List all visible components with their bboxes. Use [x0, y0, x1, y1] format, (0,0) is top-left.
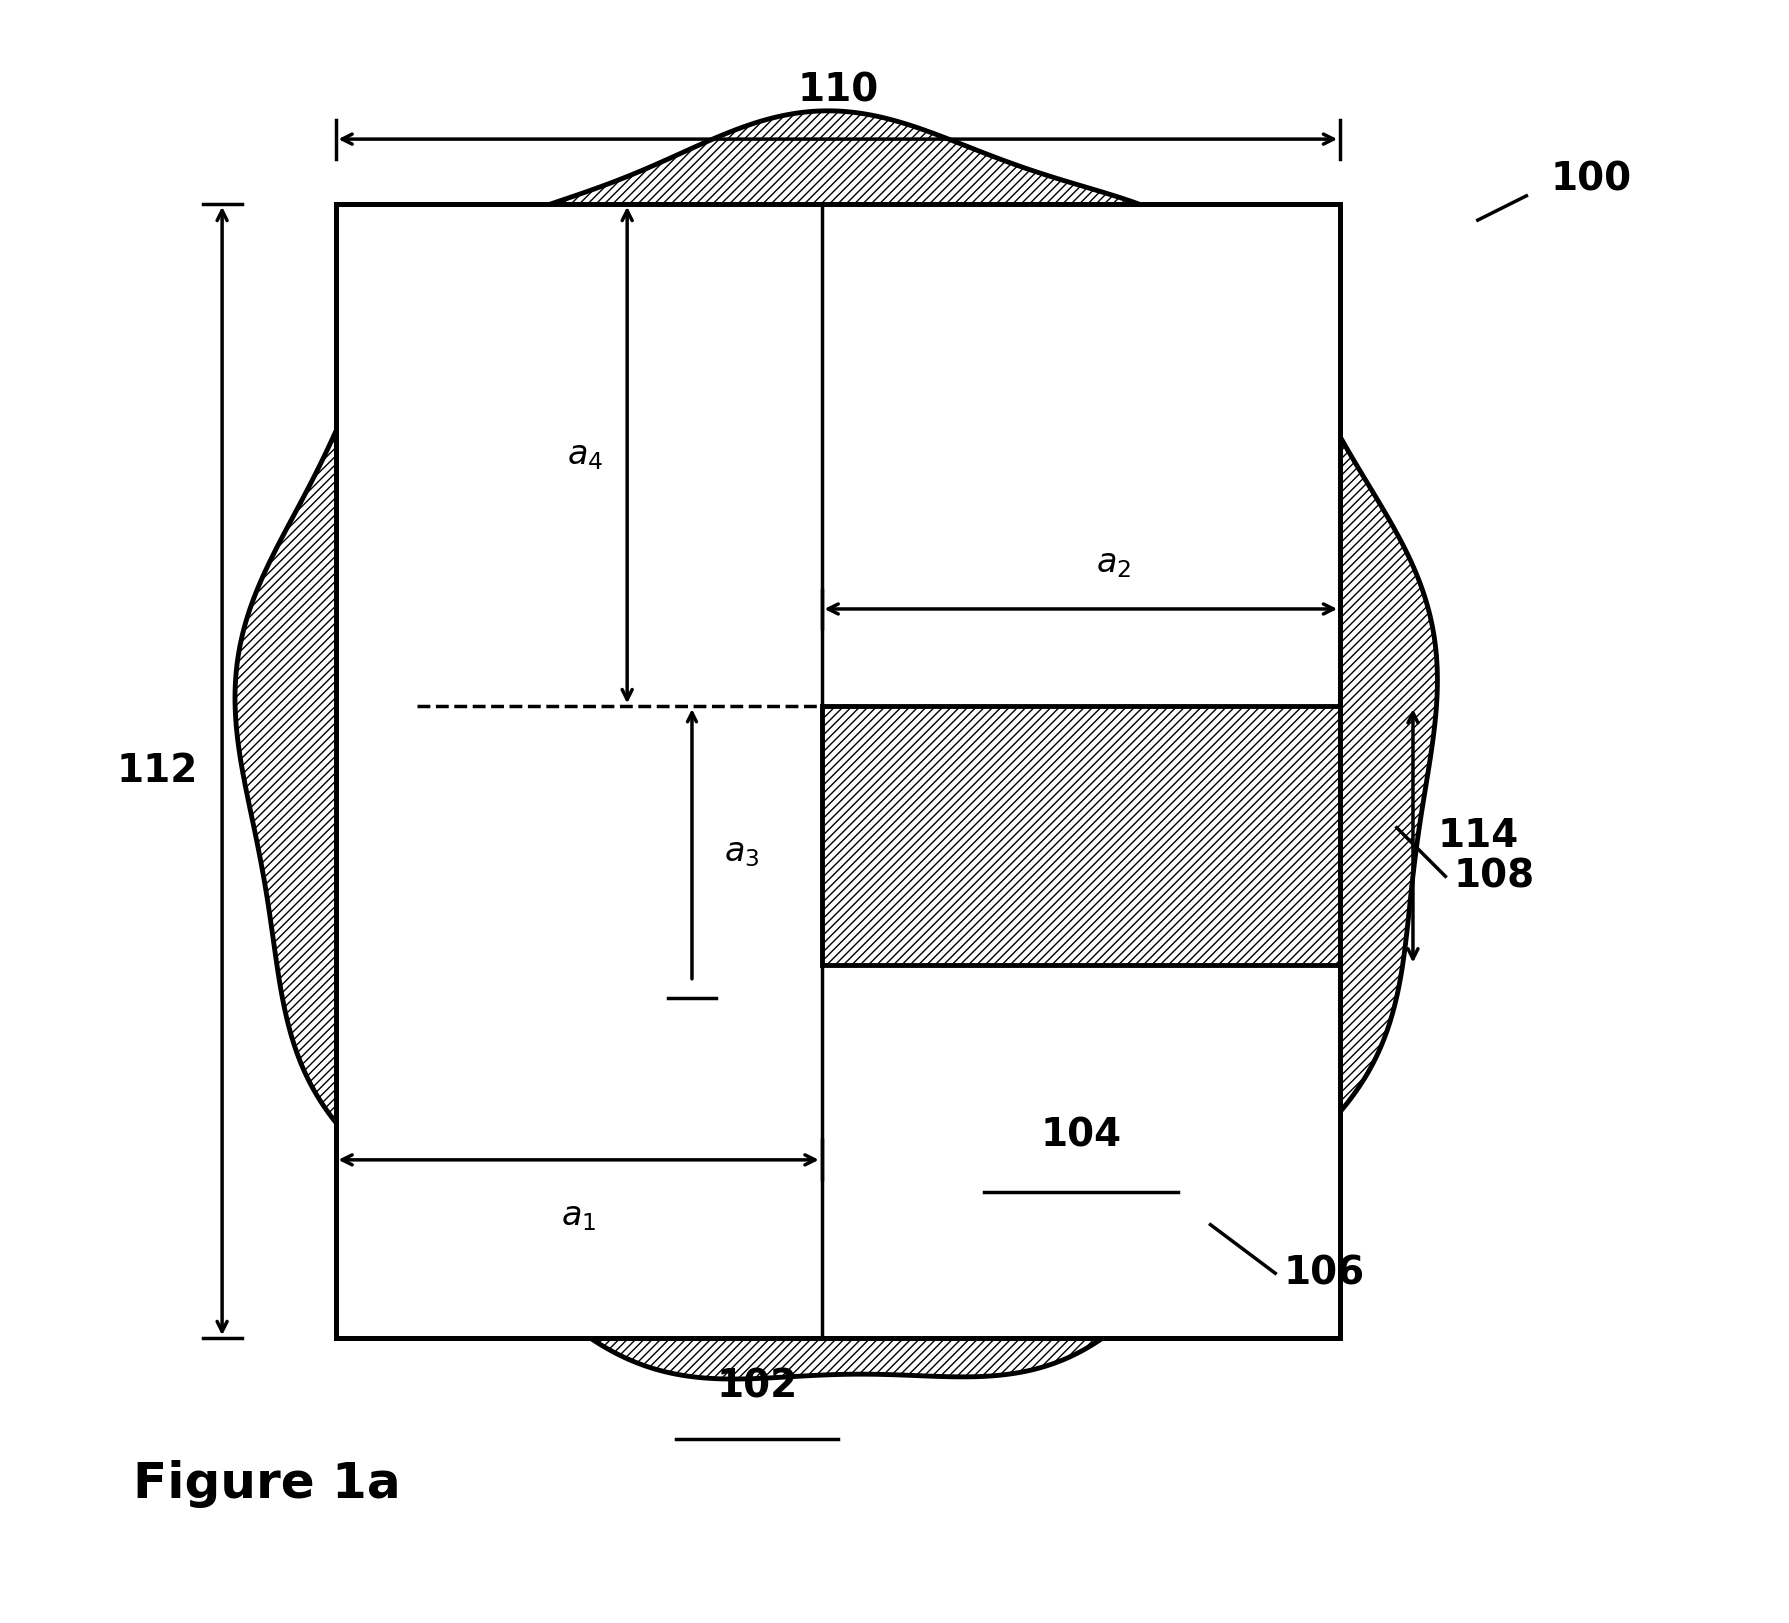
Text: 102: 102 — [716, 1368, 798, 1406]
Text: 114: 114 — [1437, 816, 1519, 855]
Text: 100: 100 — [1551, 161, 1632, 198]
Bar — [336, 204, 1340, 1337]
Text: 104: 104 — [1039, 1117, 1122, 1154]
Bar — [821, 706, 1340, 966]
Polygon shape — [234, 110, 1437, 1380]
Bar — [336, 204, 1340, 1337]
Text: 106: 106 — [1283, 1255, 1365, 1292]
Text: Figure 1a: Figure 1a — [132, 1461, 401, 1508]
Text: $a_1$: $a_1$ — [562, 1201, 596, 1233]
Text: $a_3$: $a_3$ — [725, 836, 760, 868]
Text: $a_2$: $a_2$ — [1095, 547, 1131, 579]
Text: 108: 108 — [1453, 857, 1535, 896]
Text: $a_4$: $a_4$ — [567, 438, 603, 472]
Text: 112: 112 — [116, 751, 199, 790]
Text: 110: 110 — [798, 71, 878, 110]
